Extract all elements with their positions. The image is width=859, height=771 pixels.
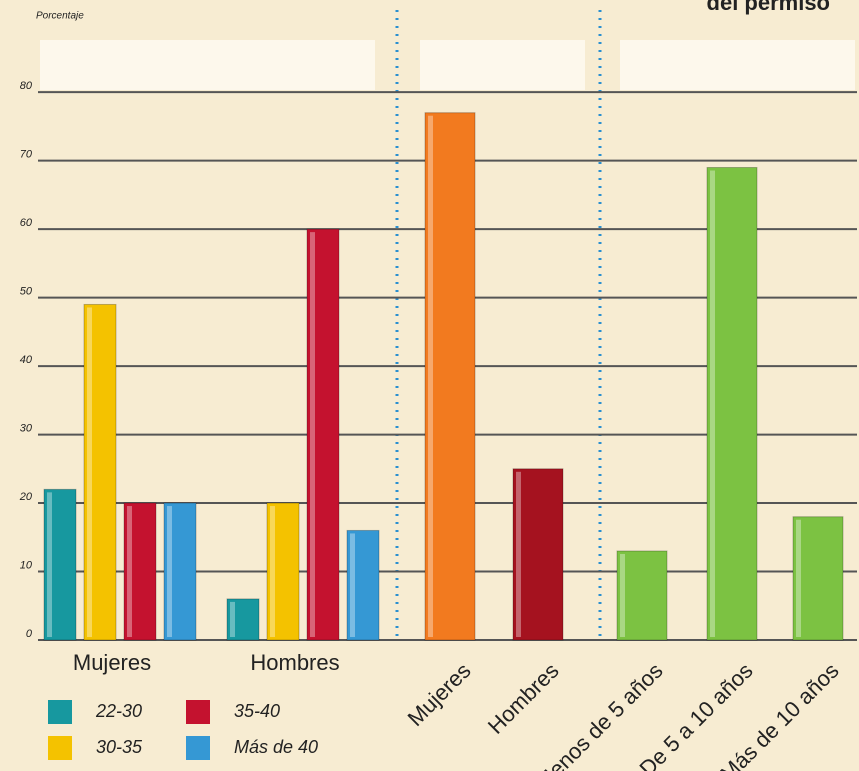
y-tick-label: 40 xyxy=(20,354,33,366)
bar xyxy=(346,529,380,641)
legend-label: 35-40 xyxy=(234,701,280,721)
bar-highlight xyxy=(47,492,52,637)
bar-highlight xyxy=(167,506,172,637)
bar xyxy=(226,598,260,641)
bar-highlight xyxy=(127,506,132,637)
bar xyxy=(512,468,564,641)
bar xyxy=(424,112,476,641)
y-axis-label: Porcentaje xyxy=(36,11,84,22)
bar-highlight xyxy=(350,533,355,637)
x-tick-label: Hombres xyxy=(250,650,339,675)
y-tick-label: 0 xyxy=(26,628,33,640)
bar xyxy=(83,303,117,641)
bar-highlight xyxy=(310,232,315,637)
bar xyxy=(43,488,77,641)
bar-highlight xyxy=(516,471,521,637)
y-tick-label: 80 xyxy=(20,80,33,92)
bar xyxy=(706,167,758,641)
legend-swatch xyxy=(186,700,210,724)
panel-top xyxy=(40,40,375,90)
legend-swatch xyxy=(48,700,72,724)
legend-swatch xyxy=(48,736,72,760)
panel-top xyxy=(420,40,585,90)
bar xyxy=(266,502,300,641)
legend-label: Más de 40 xyxy=(234,737,318,757)
y-tick-label: 50 xyxy=(20,286,33,298)
chart-title: del permiso xyxy=(707,0,830,15)
bar-highlight xyxy=(87,307,92,637)
y-tick-label: 10 xyxy=(20,559,33,571)
bar-highlight xyxy=(230,601,235,637)
bar-highlight xyxy=(428,115,433,637)
y-tick-label: 70 xyxy=(20,149,33,161)
bar xyxy=(306,228,340,641)
legend-swatch xyxy=(186,736,210,760)
bar-highlight xyxy=(270,506,275,637)
y-tick-label: 20 xyxy=(19,491,33,503)
legend-label: 22-30 xyxy=(95,701,142,721)
bar-highlight xyxy=(796,519,801,637)
y-tick-label: 30 xyxy=(20,422,33,434)
bar xyxy=(616,550,668,641)
bar xyxy=(123,502,157,641)
x-tick-label: Mujeres xyxy=(73,650,151,675)
bar xyxy=(792,516,844,641)
bar-highlight xyxy=(620,553,625,637)
legend-label: 30-35 xyxy=(96,737,143,757)
bar xyxy=(163,502,197,641)
panel-top xyxy=(620,40,855,90)
bar-highlight xyxy=(710,170,715,637)
y-tick-label: 60 xyxy=(20,217,33,229)
